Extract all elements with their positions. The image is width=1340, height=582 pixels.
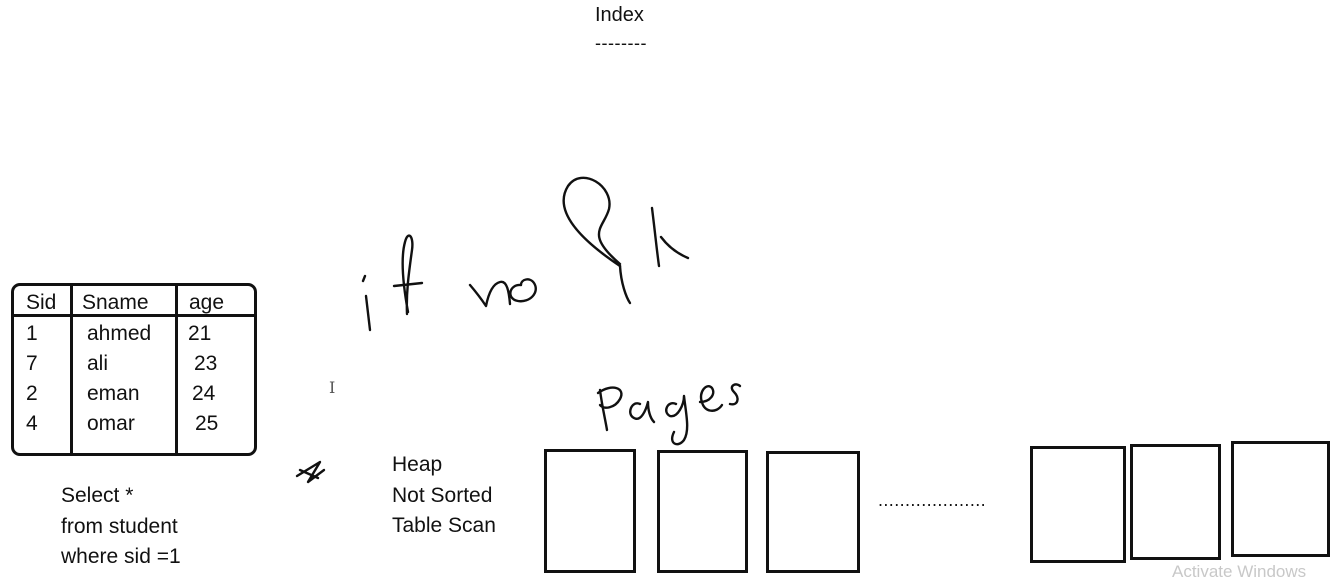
table-cell: omar	[87, 412, 135, 435]
table-cell: 25	[195, 412, 219, 435]
column-header-age: age	[189, 291, 225, 314]
query-line: where sid =1	[61, 545, 181, 568]
table-cell: 1	[26, 322, 38, 345]
page-box	[1231, 441, 1330, 557]
table-cell: ali	[87, 352, 109, 375]
table-divider-vertical	[175, 286, 178, 453]
title-underline: --------	[595, 33, 647, 53]
table-cell: 7	[26, 352, 38, 375]
table-cell: eman	[87, 382, 140, 405]
heap-note-line: Table Scan	[392, 514, 496, 537]
table-divider-vertical	[70, 286, 73, 453]
table-cell: 21	[188, 322, 212, 345]
heap-note-line: Heap	[392, 453, 443, 476]
table-header-divider	[14, 314, 254, 317]
query-line: from student	[61, 514, 178, 538]
page-box	[766, 451, 860, 573]
ink-scribble-mark	[295, 460, 326, 484]
handwritten-pages-label	[596, 383, 742, 446]
table-cell: 2	[26, 382, 38, 405]
page-box	[1030, 446, 1126, 563]
table-cell: ahmed	[87, 322, 152, 345]
student-table: Sid Sname age 1 ahmed 21 7 ali 23 2 eman…	[11, 283, 257, 456]
text-cursor-icon: I	[329, 378, 336, 397]
activate-windows-watermark: Activate Windows	[1172, 562, 1307, 581]
heap-notes: Heap Not Sorted Table Scan	[392, 450, 496, 542]
handwritten-if-no-pk	[361, 176, 690, 332]
query-line: Select *	[61, 484, 134, 507]
heap-note-line: Not Sorted	[392, 483, 493, 507]
table-cell: 24	[192, 382, 216, 405]
page-box	[1130, 444, 1221, 560]
column-header-sname: Sname	[82, 291, 149, 314]
column-header-sid: Sid	[26, 291, 57, 314]
sql-query: Select * from student where sid =1	[61, 481, 181, 573]
index-title: Index	[595, 4, 644, 26]
page-box	[544, 449, 636, 573]
pages-ellipsis: ....................	[878, 490, 987, 510]
table-cell: 4	[26, 412, 38, 435]
page-box	[657, 450, 748, 573]
table-cell: 23	[194, 352, 218, 375]
